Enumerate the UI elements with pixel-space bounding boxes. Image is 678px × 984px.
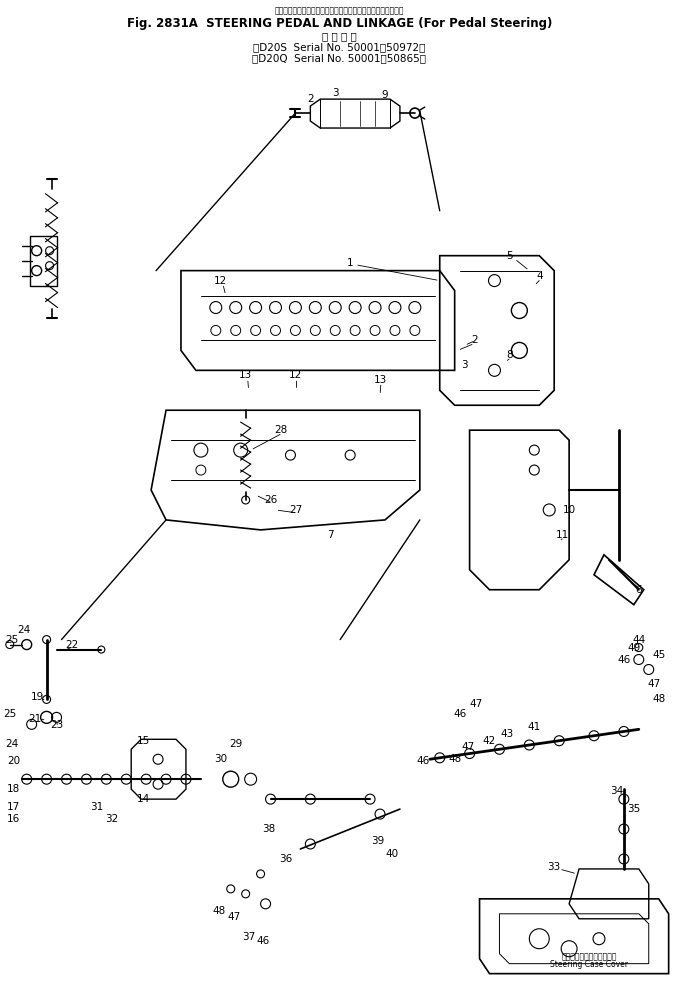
Text: 47: 47 [227,912,240,922]
Text: 47: 47 [461,742,474,753]
Text: Fig. 2831A  STEERING PEDAL AND LINKAGE (For Pedal Steering): Fig. 2831A STEERING PEDAL AND LINKAGE (F… [127,18,552,31]
Text: Steering Case Cover: Steering Case Cover [550,960,628,969]
Text: 33: 33 [548,862,561,872]
Text: 12: 12 [289,370,302,381]
Text: 17: 17 [7,802,20,812]
Text: 12: 12 [214,276,227,285]
Text: 32: 32 [104,814,118,824]
Text: 28: 28 [274,425,287,435]
Text: 46: 46 [453,709,466,719]
Text: 34: 34 [610,786,624,796]
Text: 11: 11 [555,529,569,540]
Text: 40: 40 [385,849,399,859]
Text: 3: 3 [332,89,338,98]
Text: 6: 6 [635,584,642,594]
Text: 14: 14 [136,794,150,804]
Text: 8: 8 [506,350,513,360]
Text: 27: 27 [289,505,302,515]
Text: 39: 39 [372,836,384,846]
Text: 37: 37 [242,932,256,942]
Text: 47: 47 [647,680,660,690]
Text: 48: 48 [448,755,461,765]
Text: ステアリングケースカバー: ステアリングケースカバー [561,953,617,961]
Text: 23: 23 [50,720,63,730]
Text: 5: 5 [506,251,513,261]
Text: 38: 38 [262,824,275,834]
Text: 21: 21 [28,714,41,724]
Text: 49: 49 [627,643,641,652]
Text: 48: 48 [212,906,225,916]
Text: （D20S  Serial No. 50001～50972）: （D20S Serial No. 50001～50972） [253,42,425,52]
Text: 20: 20 [7,757,20,767]
Text: 18: 18 [7,784,20,794]
Text: 2: 2 [307,94,314,104]
Text: 9: 9 [382,91,388,100]
Text: 48: 48 [652,695,665,705]
Text: 44: 44 [632,635,645,645]
Text: 25: 25 [3,709,16,719]
Text: 42: 42 [483,736,496,746]
Text: 41: 41 [527,722,541,732]
Text: スアリングペタルおよびリンケージ（ペダルステアリング用）: スアリングペタルおよびリンケージ（ペダルステアリング用） [275,6,404,16]
Text: 29: 29 [229,739,242,749]
Text: 30: 30 [214,755,227,765]
Text: 4: 4 [536,271,542,280]
Text: 26: 26 [264,495,277,505]
Text: 15: 15 [136,736,150,746]
Text: （D20Q  Serial No. 50001～50865）: （D20Q Serial No. 50001～50865） [252,53,426,63]
Text: 46: 46 [617,654,631,664]
Text: 19: 19 [31,693,44,703]
Text: 24: 24 [17,625,31,635]
Text: 13: 13 [239,370,252,381]
Text: 46: 46 [416,757,429,767]
Text: 7: 7 [327,529,334,540]
Text: 22: 22 [65,640,78,649]
Text: 16: 16 [7,814,20,824]
Text: 24: 24 [5,739,18,749]
Text: 10: 10 [563,505,576,515]
Text: 46: 46 [256,936,269,946]
Text: 適 用 号 機: 適 用 号 機 [322,31,357,41]
Text: 13: 13 [374,375,386,386]
Text: 31: 31 [89,802,103,812]
Text: 47: 47 [470,700,483,709]
Text: 3: 3 [461,360,468,370]
Text: 36: 36 [279,854,292,864]
Text: 35: 35 [627,804,641,814]
Text: 2: 2 [471,336,478,345]
Text: 45: 45 [652,649,665,659]
Text: 43: 43 [501,729,514,739]
Text: 25: 25 [5,635,18,645]
Text: 1: 1 [347,258,353,268]
